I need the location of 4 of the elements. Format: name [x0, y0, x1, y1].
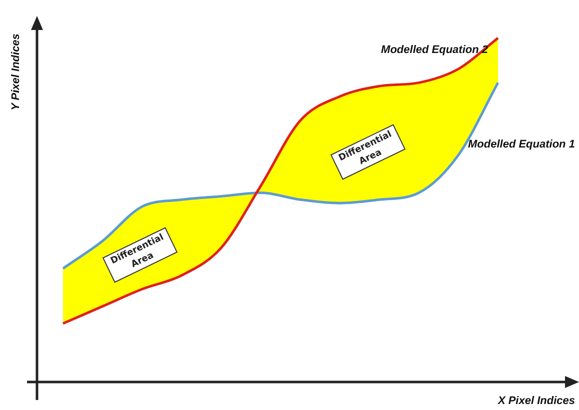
series-label: Modelled Equation 1 [468, 138, 575, 151]
x-axis-title: X Pixel Indices [496, 395, 575, 408]
y-axis-title: Y Pixel Indices [10, 34, 22, 110]
series-label: Modelled Equation 2 [381, 44, 488, 56]
